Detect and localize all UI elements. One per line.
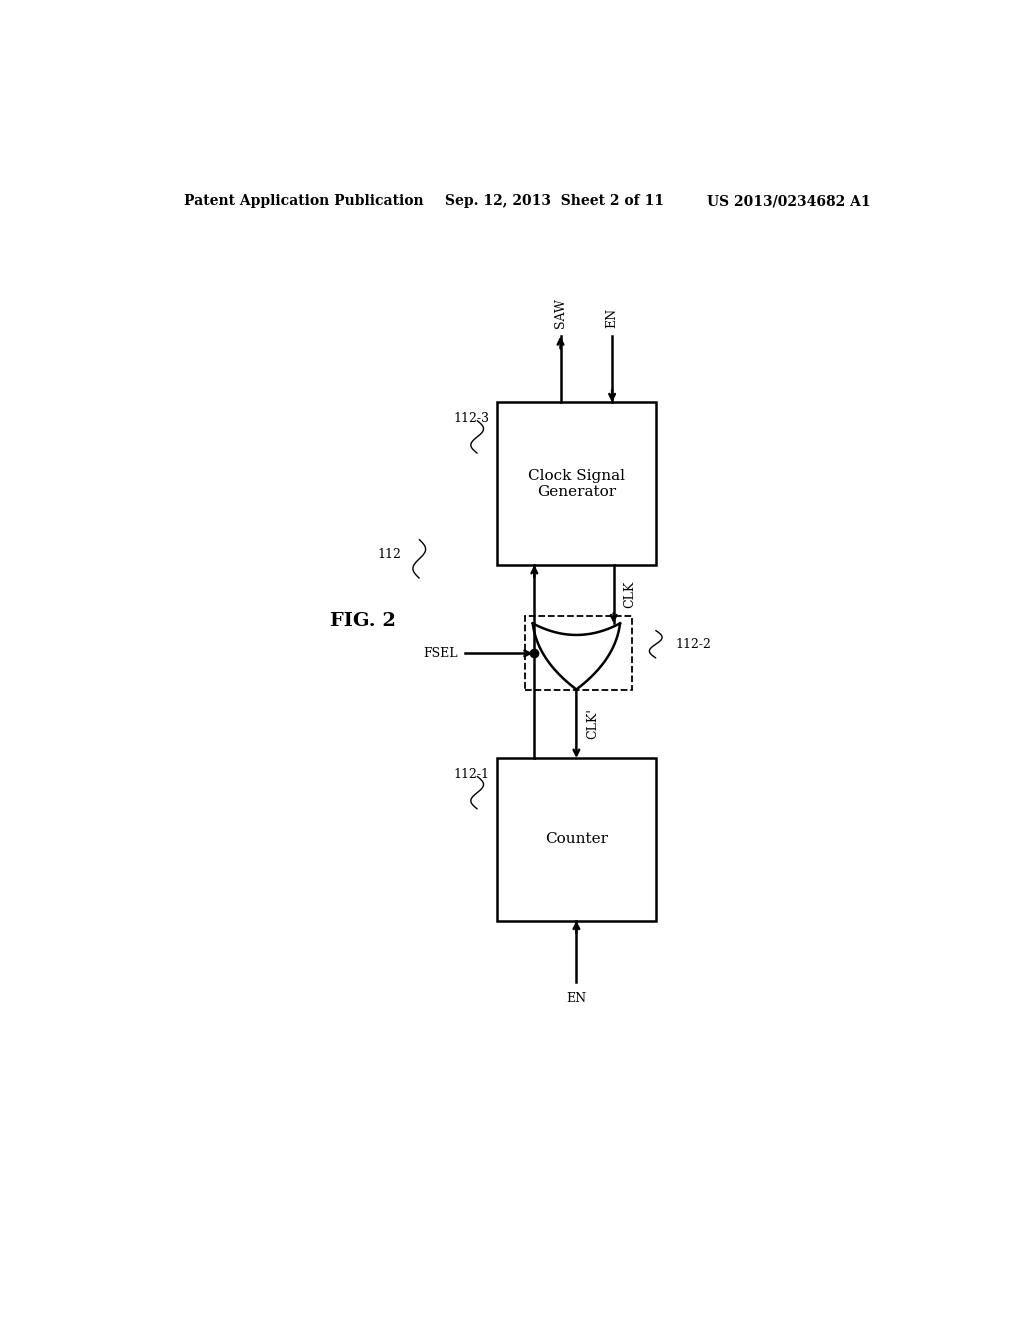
Text: FIG. 2: FIG. 2 xyxy=(331,612,396,630)
Text: 112-2: 112-2 xyxy=(676,639,712,651)
Text: US 2013/0234682 A1: US 2013/0234682 A1 xyxy=(708,194,871,209)
Text: Patent Application Publication: Patent Application Publication xyxy=(183,194,423,209)
Text: CLK: CLK xyxy=(624,581,636,609)
Bar xyxy=(524,615,632,690)
Bar xyxy=(497,758,655,921)
Text: 112: 112 xyxy=(378,548,401,561)
Bar xyxy=(497,403,655,565)
Text: CLK': CLK' xyxy=(586,709,599,739)
Text: Counter: Counter xyxy=(545,833,608,846)
Text: 112-3: 112-3 xyxy=(454,412,489,425)
Text: FSEL: FSEL xyxy=(423,647,458,660)
Text: 112-1: 112-1 xyxy=(454,768,489,781)
Text: Clock Signal
Generator: Clock Signal Generator xyxy=(528,469,625,499)
Text: SAW: SAW xyxy=(554,298,567,329)
Text: Sep. 12, 2013  Sheet 2 of 11: Sep. 12, 2013 Sheet 2 of 11 xyxy=(445,194,665,209)
Text: EN: EN xyxy=(605,308,618,329)
Text: EN: EN xyxy=(566,991,587,1005)
